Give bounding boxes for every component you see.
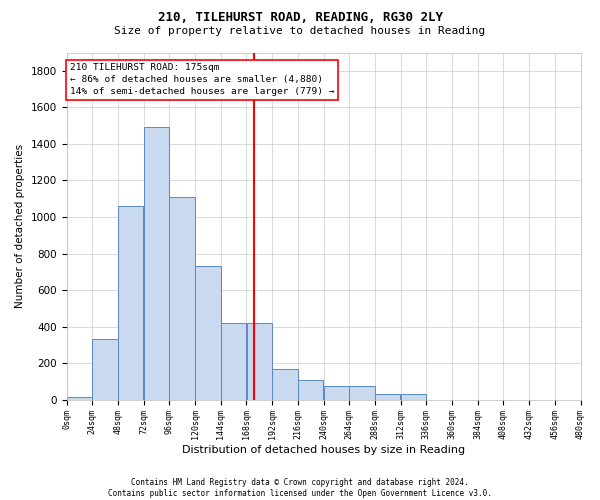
Bar [272,368,298,400]
Text: Contains HM Land Registry data © Crown copyright and database right 2024.
Contai: Contains HM Land Registry data © Crown c… [108,478,492,498]
Text: Size of property relative to detached houses in Reading: Size of property relative to detached ho… [115,26,485,36]
Bar [247,323,272,400]
Bar [144,128,169,400]
X-axis label: Distribution of detached houses by size in Reading: Distribution of detached houses by size … [182,445,465,455]
Bar [92,340,118,400]
Bar [195,266,221,400]
Bar [323,386,349,400]
Bar [169,197,195,400]
Bar [401,394,426,400]
Bar [298,380,323,400]
Bar [221,323,246,400]
Bar [67,397,92,400]
Text: 210 TILEHURST ROAD: 175sqm
← 86% of detached houses are smaller (4,880)
14% of s: 210 TILEHURST ROAD: 175sqm ← 86% of deta… [70,64,334,96]
Y-axis label: Number of detached properties: Number of detached properties [15,144,25,308]
Bar [349,386,375,400]
Bar [375,394,400,400]
Bar [118,206,143,400]
Text: 210, TILEHURST ROAD, READING, RG30 2LY: 210, TILEHURST ROAD, READING, RG30 2LY [157,11,443,24]
